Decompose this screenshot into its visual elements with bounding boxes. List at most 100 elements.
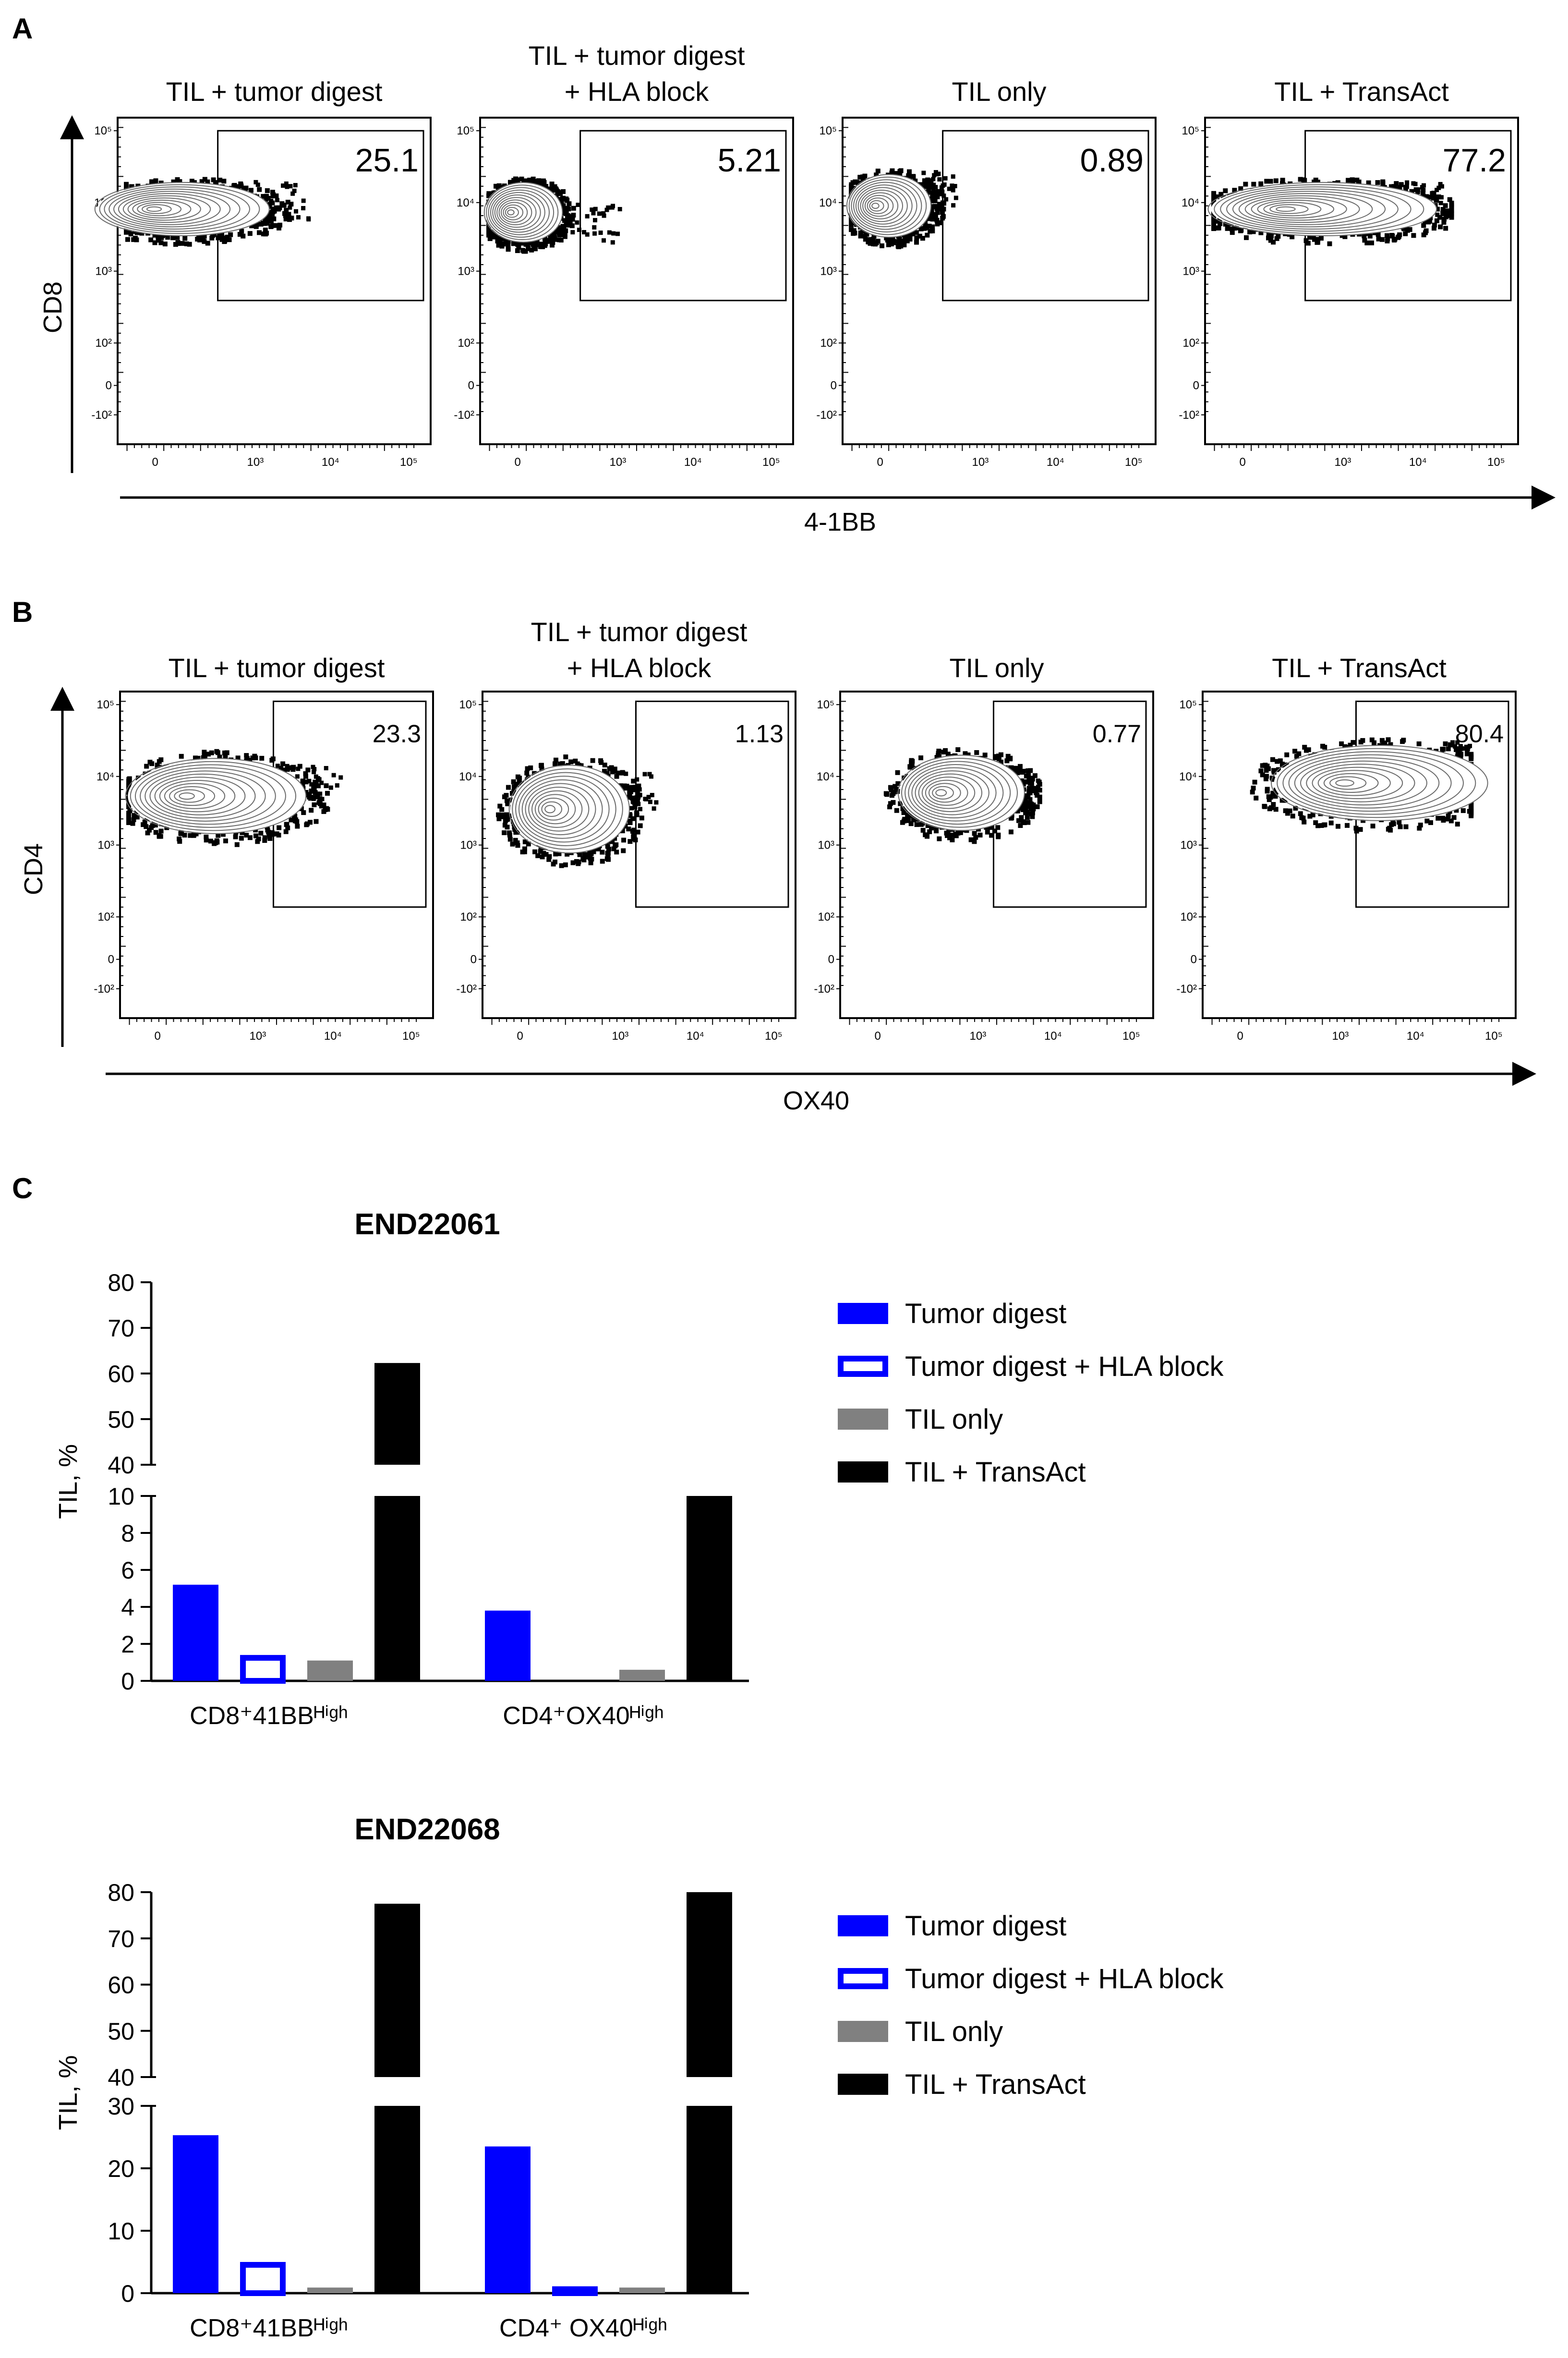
flow-plot-b-2: TIL + tumor digest + HLA block 10⁵ 10⁴ 10³ 10… [456, 617, 796, 1043]
y-tick-label: 10² [1182, 337, 1199, 350]
y-tick-label: 30 [108, 2093, 134, 2120]
x-tick-label: 0 [875, 1030, 881, 1043]
y-tick-label: 40 [108, 2064, 134, 2091]
y-tick-label: 10⁵ [459, 698, 477, 711]
flow-plot-a-4: TIL + TransAct 10⁵ 10⁴ 10³ 10² 0 -10² 0 10³ 10⁴ 10… [1179, 76, 1519, 469]
x-tick-label: 0 [877, 456, 883, 469]
y-tick-label: 10² [818, 911, 834, 924]
y-tick-label: 0 [470, 953, 477, 966]
gate-box [579, 130, 787, 302]
bar-til-transact-1-upper [374, 1904, 420, 2077]
y-axis-label: TIL, % [54, 1444, 83, 1519]
bar-tumor-digest-1 [173, 2135, 218, 2293]
y-tick-label: 10³ [458, 265, 474, 278]
y-tick-label: 80 [108, 1879, 134, 1906]
y-tick-label: 10³ [97, 839, 114, 852]
x-tick-label: 0 [1240, 456, 1246, 469]
bar-tumor-digest-hla-block-2 [552, 2286, 598, 2297]
y-tick-label: 4 [121, 1594, 134, 1621]
x-tick-label: 10⁴ [1047, 456, 1064, 469]
y-tick-label: 6 [121, 1557, 134, 1584]
y-tick-label: 40 [108, 1452, 134, 1479]
plot-title: TIL + tumor digest [169, 653, 385, 683]
gate-percent: 77.2 [1443, 142, 1506, 179]
x-tick-label: 10⁴ [322, 456, 339, 469]
gate-box [635, 700, 789, 908]
x-tick-label: 10³ [1335, 456, 1351, 469]
legend-label: Tumor digest + HLA block [905, 1963, 1224, 1994]
density-contours [1207, 182, 1437, 236]
bar-til-transact-1-lower [374, 1496, 420, 1681]
flow-plot-b-1: TIL + tumor digest 10⁵ 10⁴ 10³ 10² 0 -10² 0 10³ 1… [94, 653, 434, 1043]
x-tick-label: 10⁴ [1407, 1030, 1424, 1043]
legend-swatch [838, 1409, 888, 1430]
chart-title: END22061 [354, 1208, 500, 1241]
x-tick-label: 10⁵ [1485, 1030, 1503, 1043]
bar-tumor-digest-hla-block-1 [240, 2262, 286, 2296]
x-tick-label: 10⁵ [765, 1030, 783, 1043]
flow-plot-a-1: TIL + tumor digest 10⁵ 10⁴ 10³ 10² 0 -10² 0 10³ 1… [91, 76, 432, 469]
x-tick-label: 10⁴ [324, 1030, 342, 1043]
y-tick-label: 10⁵ [1179, 698, 1197, 711]
x-tick-label: 10³ [247, 456, 264, 469]
legend-label: TIL + TransAct [905, 1457, 1086, 1488]
density-contours [508, 765, 630, 854]
legend-label: Tumor digest [905, 1298, 1066, 1329]
y-tick-label: 10³ [95, 265, 112, 278]
y-tick-label: 0 [828, 953, 834, 966]
legend-label: TIL only [905, 1404, 1003, 1435]
bar-til-only-2 [619, 1669, 665, 1681]
y-tick-label: 60 [108, 1361, 134, 1387]
bar-til-only-1 [307, 2287, 353, 2293]
y-tick-label: 10³ [460, 839, 477, 852]
y-tick-label: 10⁵ [96, 698, 114, 711]
legend-swatch [838, 2021, 888, 2042]
y-tick-label: 10⁴ [459, 770, 477, 783]
x-tick-label: 10³ [972, 456, 989, 469]
y-tick-label: 10⁵ [457, 124, 474, 137]
y-tick-label: -10² [1179, 409, 1199, 422]
bar-til-only-1 [307, 1660, 353, 1681]
x-tick-label: 10⁴ [1044, 1030, 1062, 1043]
y-tick-label: -10² [1176, 983, 1197, 996]
plot-title-line-2: + HLA block [567, 653, 712, 683]
plot-title-line-2: + HLA block [565, 76, 709, 107]
legend-swatch [838, 2074, 888, 2095]
x-tick-label: 10⁵ [1125, 456, 1143, 469]
flow-plot-a-2: TIL + tumor digest + HLA block 10⁵ 10⁴ 10³ 10… [454, 40, 794, 469]
y-tick-label: 10⁴ [457, 196, 474, 209]
plot-title: TIL + TransAct [1274, 76, 1449, 107]
panel-label-b: B [12, 596, 33, 628]
legend-swatch [838, 1303, 888, 1324]
plot-title: TIL only [949, 653, 1044, 683]
y-tick-label: 10² [95, 337, 112, 350]
flow-panel-b: TIL + tumor digest 10⁵ 10⁴ 10³ 10² 0 -10² 0 10³ 1… [94, 617, 1517, 1043]
bar-til-transact-2-lower [687, 2106, 732, 2293]
y-tick-label: 8 [121, 1520, 134, 1547]
category-label: CD8⁺41BBᴴⁱᵍʰ [190, 2314, 348, 2342]
y-tick-label: 10² [97, 911, 114, 924]
x-tick-label: 10³ [610, 456, 627, 469]
x-tick-label: 10⁵ [400, 456, 418, 469]
bar-chart-end22061: END22061 TIL, % 0 2 4 6 8 10 40 50 60 70 80 CD8⁺41BBᴴ… [54, 1208, 1224, 1730]
y-tick-label: 10³ [820, 265, 837, 278]
bar-tumor-digest-2 [485, 2146, 531, 2293]
panel-a-x-axis-label: 4-1BB [804, 508, 876, 536]
legend-swatch [838, 1461, 888, 1483]
x-tick-label: 0 [515, 456, 521, 469]
bar-til-transact-2 [687, 1496, 732, 1681]
flow-panel-a: TIL + tumor digest 10⁵ 10⁴ 10³ 10² 0 -10² 0 10³ 1… [91, 40, 1519, 469]
y-tick-label: -10² [94, 983, 114, 996]
panel-b-x-axis-label: OX40 [783, 1086, 849, 1115]
plot-title-line-1: TIL + tumor digest [529, 40, 745, 71]
x-tick-label: 10⁵ [1487, 456, 1505, 469]
bar-til-transact-1-upper [374, 1363, 420, 1465]
x-tick-label: 0 [155, 1030, 161, 1043]
y-tick-label: 50 [108, 2018, 134, 2045]
x-tick-label: 10³ [1332, 1030, 1349, 1043]
gate-percent: 0.77 [1093, 720, 1141, 748]
y-tick-label: -10² [91, 409, 112, 422]
legend-label: TIL only [905, 2016, 1003, 2047]
legend-label: Tumor digest [905, 1910, 1066, 1942]
y-tick-label: 10⁴ [96, 770, 114, 783]
